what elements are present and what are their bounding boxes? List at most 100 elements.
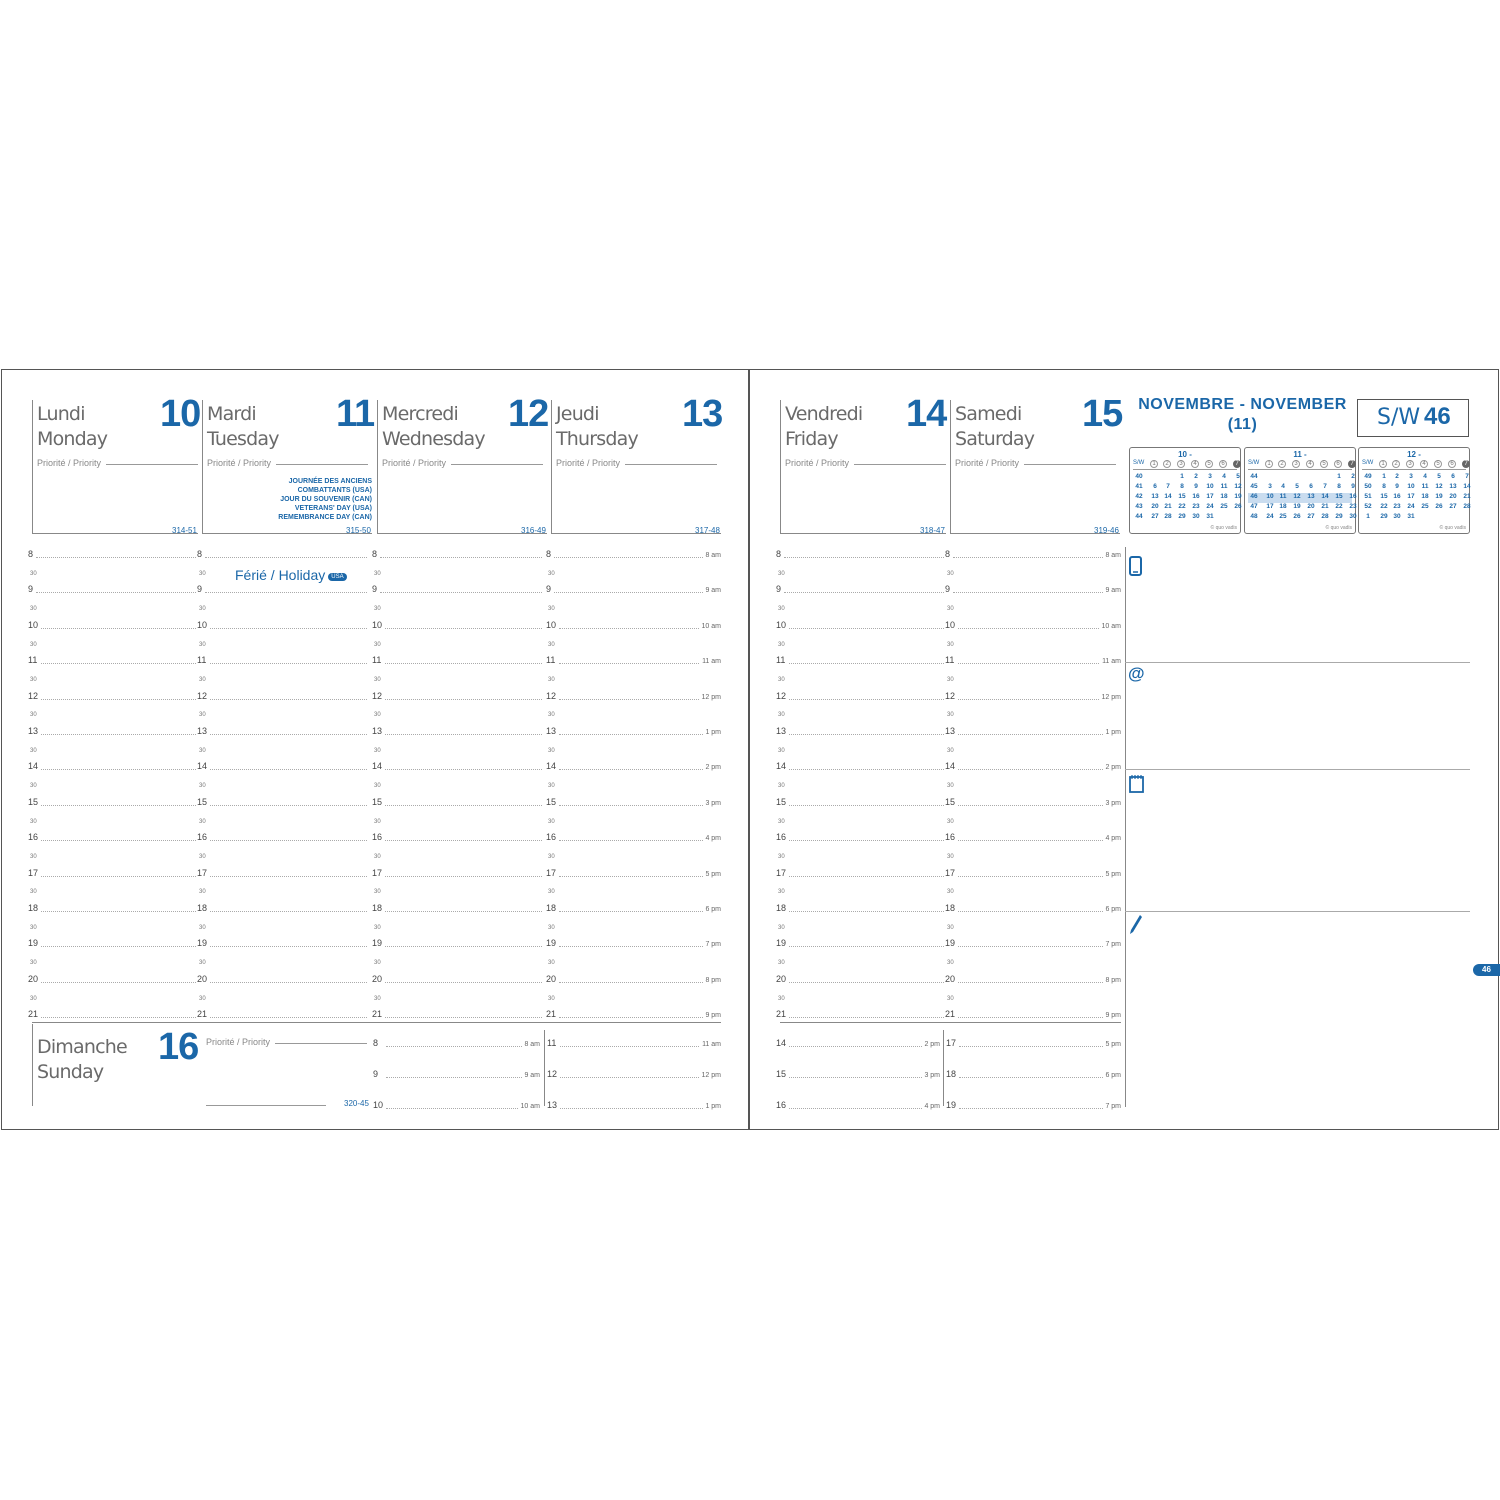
hour-row[interactable]: 12 (28, 689, 196, 701)
hour-row[interactable]: 17 (197, 866, 367, 878)
hour-row[interactable]: 11 11 am (546, 653, 721, 666)
day-cell[interactable]: 19 (1293, 503, 1301, 510)
hour-row[interactable]: 16 (28, 830, 196, 842)
half-hour-row[interactable]: 30 (947, 706, 1123, 718)
half-hour-row[interactable]: 30 (374, 636, 544, 648)
hour-row[interactable]: 13 (372, 724, 542, 736)
day-cell[interactable]: 6 (1309, 483, 1313, 490)
hour-row[interactable]: 11 (776, 653, 944, 665)
hour-row[interactable]: 20 (372, 972, 542, 984)
hour-row[interactable]: 14 (372, 759, 542, 771)
hour-row[interactable]: 8 (776, 547, 944, 559)
day-cell[interactable]: 10 (1407, 483, 1415, 490)
day-cell[interactable]: 4 (1281, 483, 1285, 490)
hour-row[interactable]: 21 (28, 1007, 196, 1019)
day-cell[interactable]: 2 (1395, 473, 1399, 480)
half-hour-row[interactable]: 30 (778, 671, 946, 683)
hour-row[interactable]: 20 (776, 972, 944, 984)
hour-row[interactable]: 19 (372, 936, 542, 948)
half-hour-row[interactable]: 30 (199, 883, 369, 895)
half-hour-row[interactable]: 30 (374, 954, 544, 966)
day-cell[interactable]: 1 (1382, 473, 1386, 480)
mini-week-row[interactable]: 52 22 23 24 25 26 27 28 (1362, 503, 1470, 513)
day-cell[interactable]: 20 (1307, 503, 1315, 510)
hour-row[interactable]: 13 (197, 724, 367, 736)
half-hour-row[interactable]: 30 (778, 706, 946, 718)
half-hour-row[interactable]: 30 (374, 706, 544, 718)
priority-label[interactable]: Priorité / Priority (556, 458, 717, 468)
hour-row[interactable]: 9 (28, 582, 196, 594)
day-cell[interactable]: 9 (1194, 483, 1198, 490)
half-hour-row[interactable]: 30 (374, 919, 544, 931)
day-cell[interactable]: 25 (1421, 503, 1429, 510)
half-hour-row[interactable]: 30 (374, 777, 544, 789)
hour-row[interactable]: 15 (197, 795, 367, 807)
day-cell[interactable]: 2 (1194, 473, 1198, 480)
day-cell[interactable]: 15 (1178, 493, 1186, 500)
day-cell[interactable]: 13 (1151, 493, 1159, 500)
day-cell[interactable]: 29 (1178, 513, 1186, 520)
day-cell[interactable]: 1 (1180, 473, 1184, 480)
day-cell[interactable]: 30 (1192, 513, 1200, 520)
hour-row[interactable]: 10 (28, 618, 196, 630)
half-hour-row[interactable]: 30 (30, 848, 198, 860)
day-cell[interactable]: 28 (1321, 513, 1329, 520)
mini-week-row[interactable]: 44 1 2 (1248, 473, 1354, 483)
day-cell[interactable]: 30 (1349, 513, 1357, 520)
half-hour-row[interactable]: 30 (30, 883, 198, 895)
half-hour-row[interactable]: 30 (947, 813, 1123, 825)
hour-row[interactable]: 21 (372, 1007, 542, 1019)
hour-row[interactable]: 10 (197, 618, 367, 630)
day-cell[interactable]: 24 (1266, 513, 1274, 520)
mini-week-row[interactable]: 49 1 2 3 4 5 6 7 (1362, 473, 1468, 483)
half-hour-row[interactable]: 30 (548, 919, 723, 931)
day-cell[interactable]: 5 (1236, 473, 1240, 480)
day-cell[interactable]: 4 (1423, 473, 1427, 480)
day-cell[interactable]: 18 (1421, 493, 1429, 500)
hour-row[interactable]: 20 (197, 972, 367, 984)
day-cell[interactable]: 25 (1220, 503, 1228, 510)
hour-row[interactable]: 12 12 pm (547, 1067, 721, 1079)
mini-week-row[interactable]: 51 15 16 17 18 19 20 21 (1362, 493, 1470, 503)
half-hour-row[interactable]: 30 (30, 671, 198, 683)
day-cell[interactable]: 22 (1178, 503, 1186, 510)
day-cell[interactable]: 7 (1166, 483, 1170, 490)
day-cell[interactable]: 12 (1435, 483, 1443, 490)
hour-row[interactable]: 16 (197, 830, 367, 842)
day-cell[interactable]: 13 (1449, 483, 1457, 490)
hour-row[interactable]: 13 1 pm (547, 1098, 721, 1110)
hour-row[interactable]: 14 2 pm (945, 759, 1121, 772)
half-hour-row[interactable]: 30 (199, 954, 369, 966)
mini-week-row[interactable]: 48 24 25 26 27 28 29 30 (1248, 513, 1356, 523)
day-cell[interactable]: 23 (1349, 503, 1357, 510)
hour-row[interactable]: 11 (28, 653, 196, 665)
half-hour-row[interactable]: 30 (199, 671, 369, 683)
day-cell[interactable]: 5 (1437, 473, 1441, 480)
mini-week-row[interactable]: 41 6 7 8 9 10 11 12 (1133, 483, 1241, 493)
hour-row[interactable]: 15 3 pm (945, 795, 1121, 807)
hour-row[interactable]: 15 3 pm (776, 1067, 940, 1079)
day-cell[interactable]: 14 (1321, 493, 1329, 500)
day-cell[interactable]: 18 (1220, 493, 1228, 500)
day-cell[interactable]: 23 (1393, 503, 1401, 510)
hour-row[interactable]: 17 5 pm (546, 866, 721, 878)
mini-week-row[interactable]: 47 17 18 19 20 21 22 23 (1248, 503, 1356, 513)
day-cell[interactable]: 24 (1206, 503, 1214, 510)
day-cell[interactable]: 26 (1234, 503, 1242, 510)
half-hour-row[interactable]: 30 (374, 742, 544, 754)
half-hour-row[interactable]: 30 (199, 990, 369, 1002)
day-cell[interactable]: 30 (1393, 513, 1401, 520)
half-hour-row[interactable]: 30 (374, 565, 544, 577)
half-hour-row[interactable]: 30 (947, 954, 1123, 966)
half-hour-row[interactable]: 30 (947, 600, 1123, 612)
half-hour-row[interactable]: 30 (778, 565, 946, 577)
hour-row[interactable]: 12 (776, 689, 944, 701)
half-hour-row[interactable]: 30 (199, 813, 369, 825)
hour-row[interactable]: 9 (197, 582, 367, 594)
hour-row[interactable]: 15 (28, 795, 196, 807)
half-hour-row[interactable]: 30 (199, 742, 369, 754)
half-hour-row[interactable]: 30 (947, 777, 1123, 789)
half-hour-row[interactable]: 30 (947, 636, 1123, 648)
hour-row[interactable]: 20 (28, 972, 196, 984)
hour-row[interactable]: 9 9 am (945, 582, 1121, 595)
